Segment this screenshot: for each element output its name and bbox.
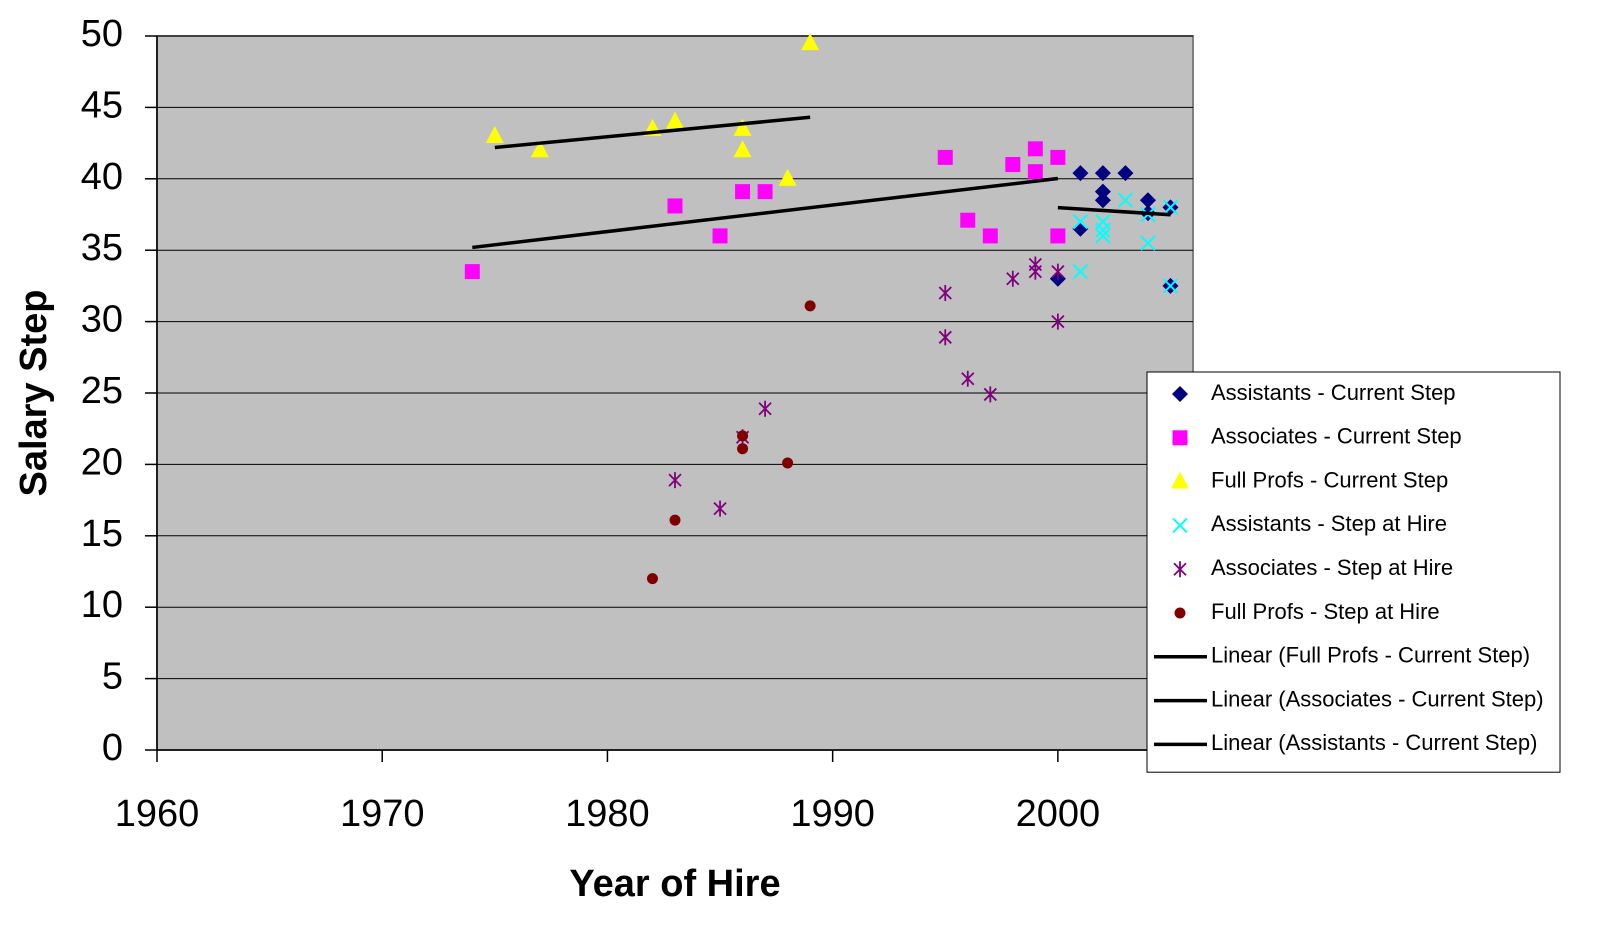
marker bbox=[937, 149, 953, 165]
marker bbox=[758, 400, 772, 417]
y-tick-label: 0 bbox=[102, 727, 123, 769]
marker bbox=[668, 472, 682, 489]
marker bbox=[938, 285, 952, 302]
legend-label: Associates - Current Step bbox=[1211, 424, 1462, 449]
marker bbox=[1027, 141, 1043, 157]
legend-label: Linear (Assistants - Current Step) bbox=[1211, 730, 1537, 755]
marker bbox=[1050, 228, 1066, 244]
marker bbox=[782, 457, 794, 469]
y-tick-label: 45 bbox=[81, 84, 123, 126]
marker bbox=[778, 168, 797, 186]
y-tick-label: 25 bbox=[81, 370, 123, 412]
marker bbox=[530, 140, 549, 158]
y-tick-label: 40 bbox=[81, 156, 123, 198]
y-tick-label: 20 bbox=[81, 441, 123, 483]
marker bbox=[712, 228, 728, 244]
marker bbox=[1072, 213, 1089, 230]
marker bbox=[733, 140, 752, 158]
marker bbox=[735, 184, 751, 200]
marker bbox=[983, 386, 997, 403]
legend-label: Associates - Step at Hire bbox=[1211, 555, 1453, 580]
x-tick-label: 1970 bbox=[340, 793, 425, 835]
marker bbox=[733, 118, 752, 136]
marker bbox=[1005, 157, 1021, 173]
marker bbox=[667, 198, 683, 214]
y-tick-label: 10 bbox=[81, 584, 123, 626]
x-tick-label: 2000 bbox=[1016, 793, 1101, 835]
marker bbox=[1162, 278, 1179, 294]
y-tick-label: 5 bbox=[102, 656, 123, 698]
x-tick-label: 1960 bbox=[115, 793, 200, 835]
trendline bbox=[1057, 205, 1171, 217]
trendline bbox=[472, 176, 1059, 250]
legend-label: Assistants - Step at Hire bbox=[1211, 511, 1447, 536]
legend-label: Linear (Associates - Current Step) bbox=[1211, 686, 1544, 711]
legend-marker bbox=[1172, 430, 1188, 446]
marker bbox=[485, 125, 504, 143]
legend-marker bbox=[1173, 561, 1187, 578]
marker bbox=[982, 228, 998, 244]
marker bbox=[1072, 263, 1089, 280]
marker bbox=[1140, 235, 1156, 251]
marker bbox=[938, 329, 952, 346]
legend-box bbox=[1146, 371, 1561, 773]
marker bbox=[1095, 222, 1111, 238]
marker bbox=[1027, 164, 1043, 180]
marker bbox=[737, 443, 749, 455]
marker bbox=[757, 184, 773, 200]
y-tick-label: 30 bbox=[81, 299, 123, 341]
marker bbox=[669, 514, 681, 526]
marker bbox=[1095, 228, 1111, 244]
marker bbox=[646, 573, 658, 585]
marker bbox=[961, 370, 975, 387]
y-axis-title: Salary Step bbox=[13, 290, 55, 497]
marker bbox=[737, 430, 749, 442]
marker bbox=[1162, 199, 1179, 216]
marker bbox=[713, 500, 727, 517]
marker bbox=[1051, 313, 1065, 330]
marker bbox=[1117, 192, 1134, 208]
legend-marker bbox=[1174, 607, 1186, 619]
marker bbox=[1094, 165, 1111, 182]
marker bbox=[1028, 263, 1042, 280]
marker bbox=[1117, 165, 1134, 182]
legend-marker bbox=[1172, 517, 1188, 534]
legend-label: Linear (Full Profs - Current Step) bbox=[1211, 643, 1530, 668]
marker bbox=[464, 264, 480, 280]
marker bbox=[801, 33, 820, 51]
marker bbox=[666, 111, 684, 129]
marker bbox=[960, 212, 976, 228]
marker bbox=[1050, 149, 1066, 165]
legend-label: Full Profs - Step at Hire bbox=[1211, 599, 1440, 624]
marker bbox=[1094, 192, 1111, 209]
legend-marker bbox=[1172, 386, 1188, 402]
legend-marker bbox=[1171, 471, 1189, 489]
legend-label: Full Profs - Current Step bbox=[1211, 467, 1448, 492]
y-tick-label: 35 bbox=[81, 227, 123, 269]
marker bbox=[1139, 192, 1156, 209]
legend-label: Assistants - Current Step bbox=[1211, 380, 1456, 405]
marker bbox=[804, 300, 816, 312]
marker bbox=[1006, 270, 1020, 287]
x-tick-label: 1980 bbox=[565, 793, 650, 835]
marker bbox=[1051, 263, 1065, 280]
marker bbox=[1094, 183, 1111, 200]
y-tick-label: 50 bbox=[81, 13, 123, 55]
x-tick-label: 1990 bbox=[790, 793, 875, 835]
marker bbox=[1072, 165, 1089, 182]
y-tick-label: 15 bbox=[81, 513, 123, 555]
trendline bbox=[494, 115, 811, 150]
x-axis-title: Year of Hire bbox=[569, 863, 780, 905]
